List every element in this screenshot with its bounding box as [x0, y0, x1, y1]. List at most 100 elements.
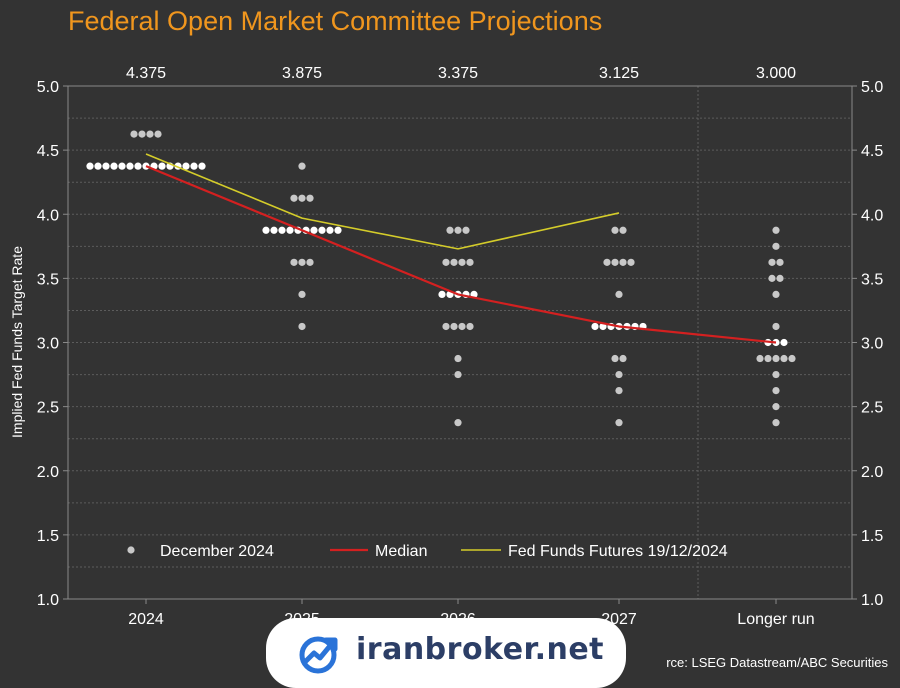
median-dot: [110, 162, 118, 170]
projection-dot: [442, 322, 450, 331]
projection-dot: [603, 258, 611, 266]
y-tick-label-right: 4.0: [861, 207, 883, 224]
legend-dot-marker: [127, 546, 135, 554]
projection-dot: [130, 130, 138, 138]
y-tick-label-right: 3.0: [861, 336, 883, 353]
projection-dot: [611, 258, 619, 266]
projection-dot: [772, 226, 780, 234]
projection-dot: [611, 354, 619, 363]
projection-dot: [776, 274, 784, 282]
x-tick-label: 2024: [128, 611, 164, 628]
projection-dot: [446, 226, 454, 234]
projection-dot: [454, 419, 462, 427]
legend: December 2024 Median Fed Funds Futures 19/…: [127, 543, 728, 560]
median-dot: [310, 226, 318, 234]
median-dot: [126, 162, 134, 170]
y-tick-label-right: 1.5: [861, 528, 883, 545]
median-dot: [270, 226, 278, 234]
y-tick-label-right: 2.0: [861, 464, 883, 481]
projection-dot: [458, 322, 466, 331]
median-dot: [780, 338, 788, 347]
median-dot: [326, 226, 334, 234]
median-dot: [318, 226, 326, 234]
y-tick-label-left: 3.5: [37, 271, 59, 288]
watermark: iranbroker.net: [266, 618, 626, 688]
projection-dot: [772, 242, 780, 250]
projection-dot: [619, 354, 627, 363]
median-dot: [102, 162, 110, 170]
y-tick-label-left: 4.0: [37, 207, 59, 224]
projection-dot: [450, 258, 458, 266]
projection-dot: [306, 194, 314, 202]
projection-dot: [615, 290, 623, 299]
y-tick-label-right: 4.5: [861, 143, 883, 160]
projection-dot: [768, 274, 776, 282]
projection-dot: [306, 258, 314, 266]
series-lines: [145, 153, 777, 344]
projection-dot: [454, 370, 462, 379]
median-dot: [278, 226, 286, 234]
gridlines: [68, 86, 852, 599]
projection-dot: [298, 290, 306, 299]
projection-dot: [298, 258, 306, 266]
axes: 1.0 1.0 1.5 1.5 2.0 2.0 2.5 2.5 3.0 3.0 3.5 3.5 4.0 4…: [37, 79, 884, 628]
median-dot: [118, 162, 126, 170]
median-dot: [198, 162, 206, 170]
projection-dot: [466, 322, 474, 331]
legend-label-december-2024: December 2024: [160, 543, 274, 560]
median-dot: [591, 322, 599, 331]
chart-title: Federal Open Market Committee Projection…: [68, 6, 603, 36]
projection-dot: [466, 258, 474, 266]
projection-dot: [772, 354, 780, 363]
projection-dot: [627, 258, 635, 266]
projection-dot: [772, 403, 780, 411]
projection-dot: [780, 354, 788, 363]
median-dot: [286, 226, 294, 234]
median-dot: [334, 226, 342, 234]
y-tick-label-left: 1.0: [37, 592, 59, 609]
projection-dot: [615, 386, 623, 395]
median-dot: [190, 162, 198, 170]
projection-dot: [290, 194, 298, 202]
y-tick-label-left: 2.0: [37, 464, 59, 481]
median-labels: 4.375 3.875 3.375 3.125 3.000: [126, 65, 796, 82]
legend-label-median: Median: [375, 543, 427, 560]
projection-dot: [764, 354, 772, 363]
source-note: rce: LSEG Datastream/ABC Securities: [666, 655, 888, 670]
projection-dot: [788, 354, 796, 363]
projection-dot: [772, 322, 780, 331]
projection-dot: [619, 226, 627, 234]
median-dot: [86, 162, 94, 170]
projection-dot: [298, 162, 306, 170]
projection-dot: [772, 419, 780, 427]
chart-trend-icon: [299, 636, 338, 674]
median-value-label: 3.000: [756, 65, 796, 82]
projection-dot: [290, 258, 298, 266]
x-tick-label: Longer run: [737, 611, 814, 628]
projection-dot: [298, 322, 306, 331]
projection-dot: [772, 290, 780, 299]
y-tick-label-left: 5.0: [37, 79, 59, 96]
legend-label-futures: Fed Funds Futures 19/12/2024: [508, 543, 728, 560]
projection-dot: [615, 370, 623, 379]
median-dot: [262, 226, 270, 234]
fed-funds-futures-line: [145, 153, 620, 250]
median-value-label: 3.125: [599, 65, 639, 82]
median-value-label: 3.375: [438, 65, 478, 82]
projection-dot: [454, 354, 462, 363]
y-tick-label-right: 3.5: [861, 271, 883, 288]
median-value-label: 4.375: [126, 65, 166, 82]
median-dot: [182, 162, 190, 170]
median-dot: [438, 290, 446, 299]
projection-dot: [146, 130, 154, 138]
median-line: [145, 165, 777, 344]
median-dot: [134, 162, 142, 170]
projection-dot: [776, 258, 784, 266]
projection-dot: [458, 258, 466, 266]
projection-dot: [756, 354, 764, 363]
projection-dot: [298, 194, 306, 202]
projection-dot: [154, 130, 162, 138]
projection-dot: [138, 130, 146, 138]
projection-dots: [86, 130, 796, 427]
